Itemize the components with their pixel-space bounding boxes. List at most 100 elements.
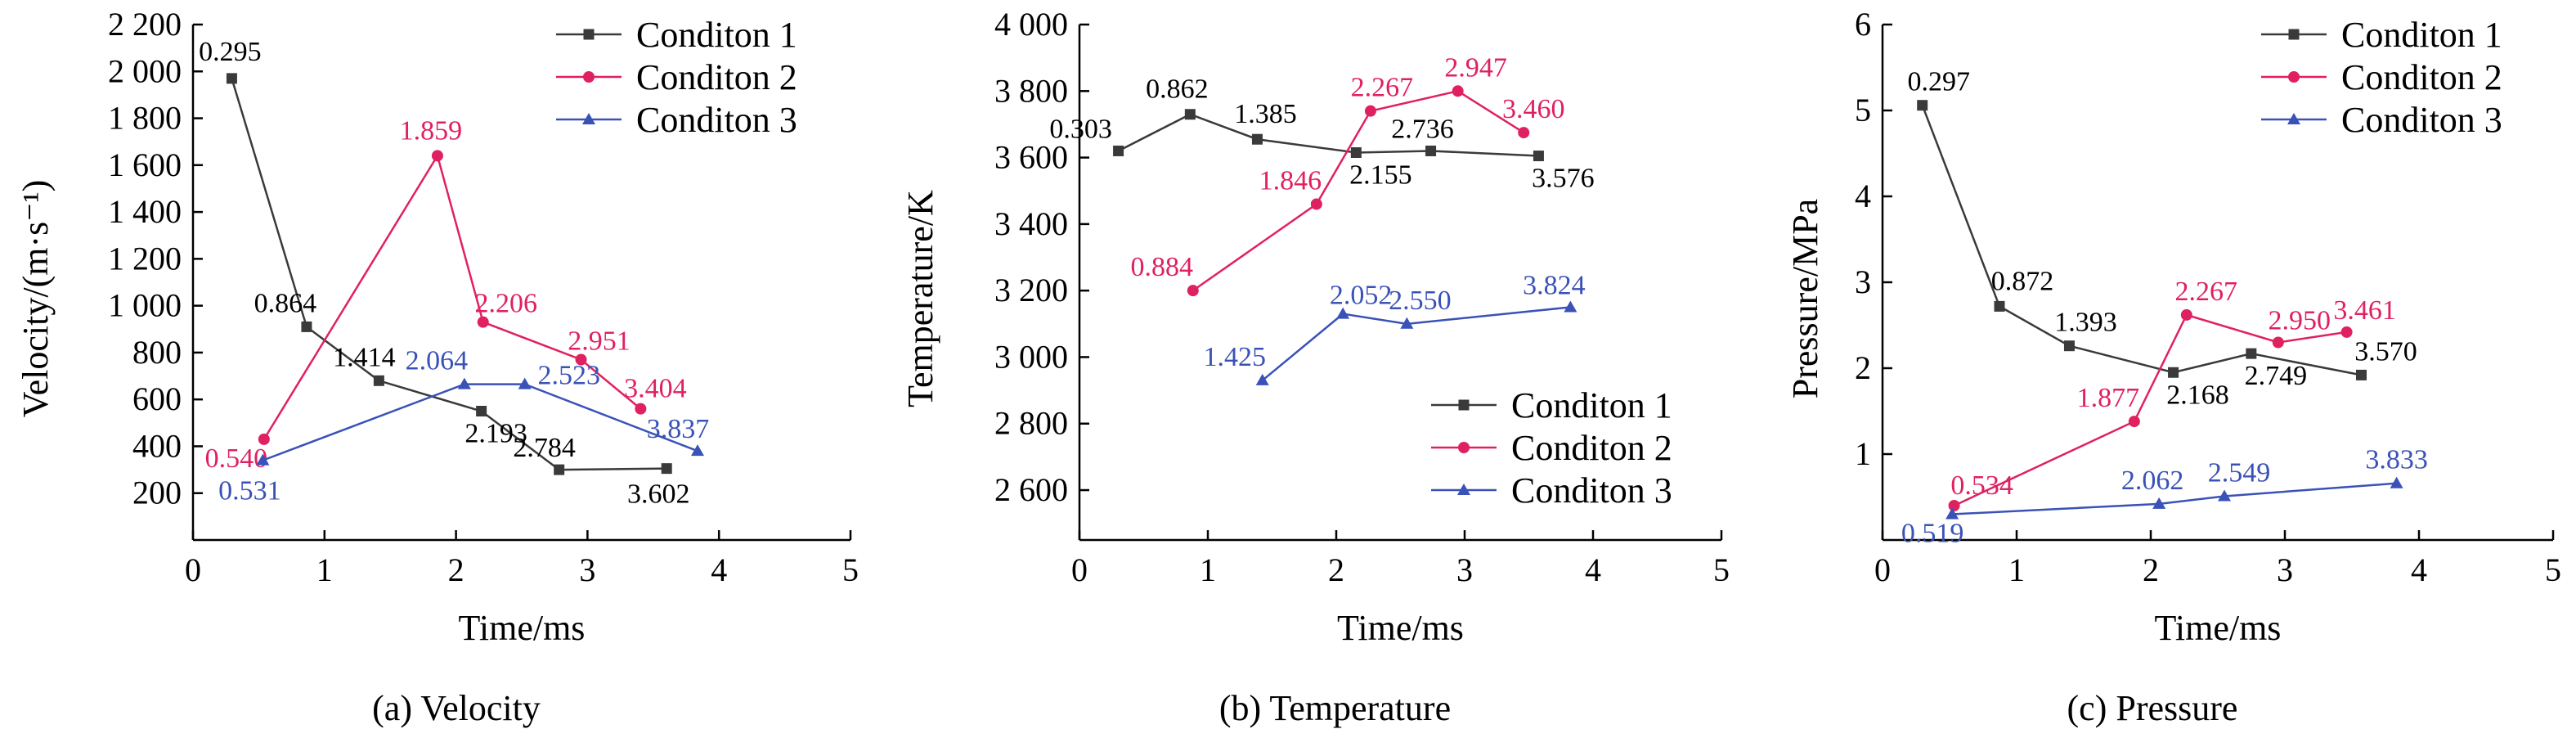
data-label: 2.950	[2269, 306, 2331, 336]
legend-marker	[2287, 113, 2300, 124]
x-tick-label: 4	[1585, 551, 1601, 588]
data-point	[1187, 285, 1199, 297]
panel-caption: (c) Pressure	[2067, 688, 2238, 728]
legend-label: Conditon 1	[2341, 15, 2502, 55]
legend-marker	[2288, 29, 2300, 40]
data-point	[301, 321, 312, 332]
data-point	[1400, 317, 1414, 329]
y-tick-label: 1 600	[108, 146, 182, 183]
data-point	[1113, 145, 1124, 156]
legend-marker	[2288, 71, 2300, 83]
data-label: 2.550	[1389, 286, 1452, 316]
data-label: 2.947	[1444, 52, 1507, 83]
legend-label: Conditon 3	[1511, 470, 1672, 511]
y-tick-label: 1 200	[108, 240, 182, 277]
data-point	[2218, 489, 2232, 502]
y-tick-label: 6	[1855, 6, 1871, 43]
x-tick-label: 4	[711, 551, 727, 588]
data-point	[476, 406, 487, 416]
data-label: 1.846	[1259, 165, 1322, 196]
x-tick-label: 3	[1456, 551, 1473, 588]
legend-marker	[582, 113, 595, 124]
y-tick-label: 1 400	[108, 193, 182, 230]
x-tick-label: 5	[842, 551, 859, 588]
x-tick-label: 2	[448, 551, 464, 588]
y-axis-label: Pressure/MPa	[1785, 199, 1825, 398]
data-point	[1945, 507, 1959, 520]
data-label: 0.540	[205, 443, 268, 474]
data-label: 1.385	[1234, 99, 1297, 129]
data-label: 1.425	[1203, 342, 1266, 372]
y-tick-label: 2	[1855, 349, 1871, 386]
legend-label: Conditon 2	[2341, 57, 2502, 97]
data-label: 0.872	[1991, 266, 2054, 296]
y-tick-label: 800	[132, 334, 182, 371]
y-tick-label: 200	[132, 475, 182, 511]
data-point	[575, 353, 587, 366]
legend-label: Conditon 2	[1511, 428, 1672, 468]
data-label: 3.824	[1523, 270, 1586, 300]
data-label: 2.062	[2121, 466, 2184, 496]
data-point	[2168, 367, 2179, 378]
y-tick-label: 2 000	[108, 52, 182, 89]
x-tick-label: 5	[1713, 551, 1730, 588]
data-point	[256, 453, 270, 466]
x-tick-label: 0	[1874, 551, 1891, 588]
y-tick-label: 3 000	[994, 338, 1068, 375]
x-tick-label: 2	[2143, 551, 2159, 588]
series-line-3	[1952, 482, 2397, 515]
data-point	[373, 375, 384, 386]
data-point	[1336, 307, 1350, 319]
data-label: 2.951	[568, 326, 631, 357]
data-point	[2355, 369, 2367, 380]
data-point	[1251, 133, 1263, 145]
data-point	[1310, 198, 1322, 210]
y-tick-label: 2 200	[108, 6, 182, 43]
data-point	[554, 464, 565, 475]
x-tick-label: 0	[185, 551, 201, 588]
legend-marker	[1457, 484, 1470, 495]
y-tick-label: 3 800	[994, 72, 1068, 109]
data-point	[1350, 146, 1362, 158]
data-point	[477, 316, 489, 328]
data-label: 1.859	[400, 115, 463, 146]
data-label: 0.519	[1901, 519, 1964, 549]
data-point	[2063, 340, 2075, 352]
data-point	[226, 73, 237, 84]
y-tick-label: 3 200	[994, 272, 1068, 308]
y-tick-label: 3 400	[994, 205, 1068, 242]
series-line-2	[263, 153, 642, 440]
y-tick-label: 2 600	[994, 471, 1068, 508]
data-point	[2390, 476, 2403, 488]
data-label: 2.549	[2208, 457, 2271, 488]
data-label: 3.576	[1532, 164, 1595, 194]
data-point	[457, 377, 471, 389]
data-label: 2.168	[2166, 380, 2229, 410]
y-axis-label: Velocity/(m·s⁻¹)	[16, 180, 56, 418]
data-label: 3.461	[2333, 295, 2396, 326]
y-tick-label: 1	[1855, 435, 1871, 472]
data-point	[1518, 127, 1530, 139]
data-point	[2128, 416, 2140, 428]
data-label: 1.414	[333, 342, 396, 372]
data-point	[1564, 300, 1577, 313]
data-label: 3.602	[627, 479, 690, 510]
data-point	[635, 403, 647, 415]
chart-panel-3: 0 1 2 3 4 5 1 2 3 4 5 6 Time/ms Pressure/MPa (c) Press…	[1785, 6, 2561, 728]
data-point	[518, 377, 532, 389]
data-point	[1255, 373, 1269, 385]
data-point	[2180, 308, 2192, 321]
data-label: 3.460	[1502, 94, 1565, 124]
data-label: 2.523	[537, 361, 600, 391]
data-point	[1948, 500, 1960, 511]
data-point	[1994, 300, 2005, 312]
y-tick-label: 4 000	[994, 6, 1068, 43]
y-tick-label: 4	[1855, 178, 1871, 214]
panel-caption: (a) Velocity	[372, 688, 541, 728]
legend-marker	[583, 71, 595, 83]
y-tick-label: 400	[132, 427, 182, 464]
data-label: 2.267	[1351, 73, 1414, 103]
data-label: 3.837	[647, 414, 710, 444]
y-tick-label: 1 800	[108, 100, 182, 137]
data-point	[661, 463, 672, 475]
